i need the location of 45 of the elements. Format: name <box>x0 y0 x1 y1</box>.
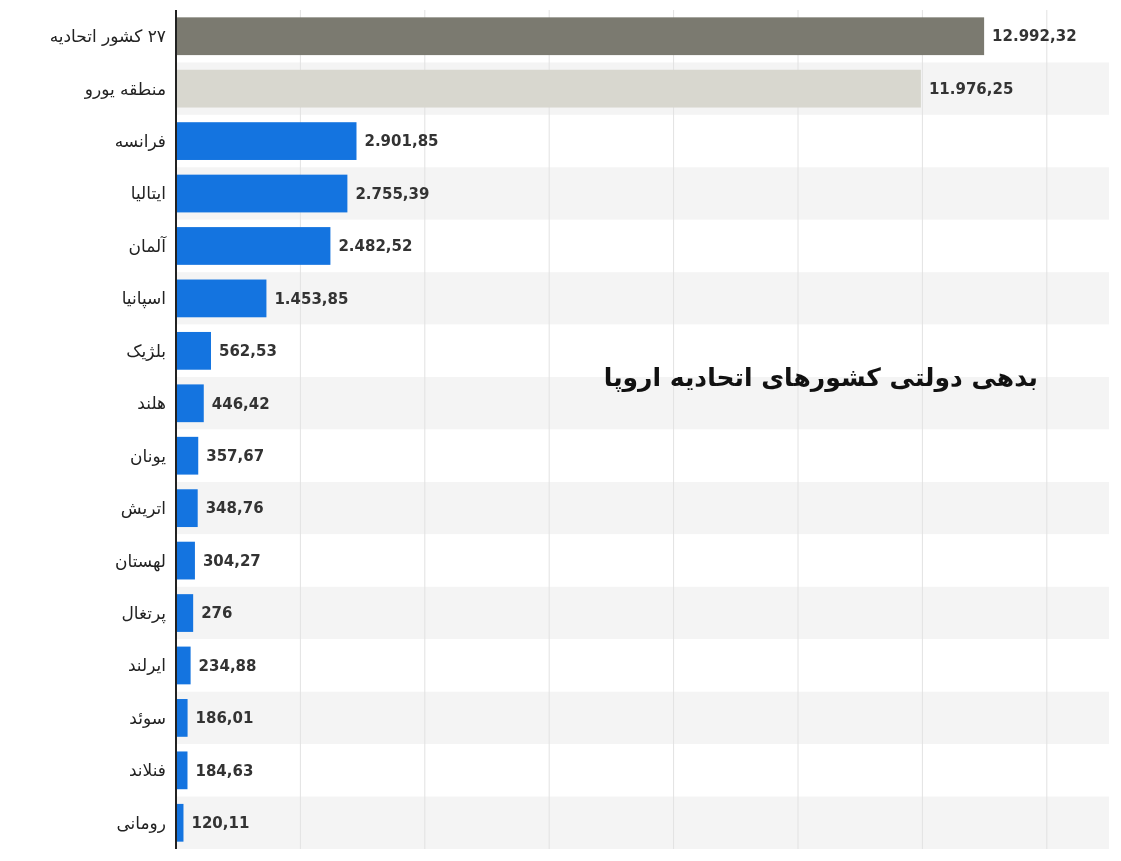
y-tick-label: آلمان <box>128 234 168 256</box>
bar <box>176 227 331 265</box>
bar <box>176 489 198 528</box>
y-tick-label: منطقه یورو <box>83 78 166 99</box>
bar <box>176 594 194 632</box>
y-tick-label: ایتالیا <box>130 183 166 204</box>
bar <box>176 541 195 580</box>
y-tick-label: لهستان <box>115 550 166 572</box>
y-tick-label: هلند <box>137 393 166 414</box>
data-label: 304,27 <box>202 551 261 570</box>
bar <box>176 436 199 475</box>
data-label: 11.976,25 <box>928 79 1014 98</box>
y-tick-label: ایرلند <box>127 655 166 676</box>
y-tick-label: فنلاند <box>128 760 166 781</box>
data-label: 2.755,39 <box>355 184 430 203</box>
y-tick-label: ۲۷ کشور اتحادیه <box>49 26 166 47</box>
y-tick-label: اسپانیا <box>121 288 166 310</box>
data-label: 234,88 <box>198 656 257 675</box>
y-tick-label: یونان <box>130 445 167 466</box>
y-tick-label: بلژیک <box>126 340 166 361</box>
data-label: 120,11 <box>191 814 250 833</box>
bar <box>176 384 204 423</box>
data-label: 184,63 <box>195 761 254 780</box>
data-label: 562,53 <box>218 342 277 361</box>
bar <box>176 174 348 213</box>
bar <box>176 331 211 370</box>
data-label: 446,42 <box>211 394 270 413</box>
y-tick-label: سوئد <box>129 707 166 728</box>
data-label: 357,67 <box>206 446 265 465</box>
data-label: 1.453,85 <box>274 289 349 308</box>
data-label: 186,01 <box>195 709 254 728</box>
bar <box>176 122 357 160</box>
data-label: 348,76 <box>205 499 264 518</box>
y-tick-label: پرتغال <box>121 602 167 624</box>
y-tick-label: اتریش <box>120 498 166 519</box>
data-label: 2.482,52 <box>338 237 413 256</box>
data-label: 12.992,32 <box>992 27 1077 46</box>
data-label: 276 <box>201 604 233 623</box>
text: بدهی دولتی کشورهای اتحادیه اروپا <box>603 363 1038 393</box>
bar <box>176 646 191 685</box>
y-tick-label: رومانی <box>116 812 166 833</box>
data-label: 2.901,85 <box>364 132 439 151</box>
y-tick-label: فرانسه <box>114 131 166 152</box>
bar <box>176 699 188 737</box>
bar <box>176 279 267 318</box>
